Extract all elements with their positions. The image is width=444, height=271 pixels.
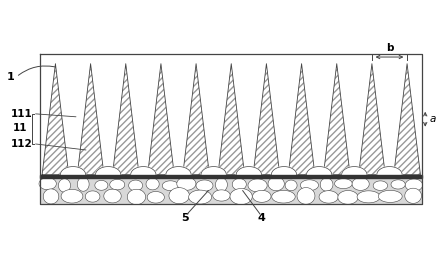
Polygon shape	[272, 191, 295, 203]
Polygon shape	[39, 178, 56, 190]
Polygon shape	[301, 180, 318, 191]
Polygon shape	[319, 191, 338, 203]
Polygon shape	[232, 179, 246, 190]
Polygon shape	[42, 64, 69, 175]
Polygon shape	[342, 167, 367, 175]
Polygon shape	[112, 64, 139, 175]
Polygon shape	[352, 178, 369, 190]
Polygon shape	[377, 167, 402, 175]
Polygon shape	[215, 178, 227, 192]
Text: 4: 4	[258, 213, 266, 223]
Polygon shape	[77, 177, 89, 191]
Polygon shape	[271, 167, 297, 175]
Polygon shape	[268, 177, 284, 191]
Polygon shape	[306, 167, 332, 175]
Polygon shape	[230, 189, 252, 205]
Polygon shape	[248, 179, 267, 192]
Polygon shape	[218, 64, 245, 175]
Polygon shape	[95, 180, 108, 190]
Polygon shape	[169, 188, 190, 204]
Polygon shape	[288, 64, 315, 175]
Polygon shape	[163, 181, 178, 191]
Polygon shape	[43, 189, 59, 204]
Polygon shape	[338, 191, 358, 204]
Text: b: b	[386, 43, 393, 53]
Text: 11: 11	[13, 123, 27, 133]
Polygon shape	[110, 179, 125, 190]
Polygon shape	[59, 179, 71, 192]
Text: 112: 112	[11, 139, 33, 149]
Text: 1: 1	[7, 72, 14, 82]
Polygon shape	[201, 167, 226, 175]
Polygon shape	[77, 64, 104, 175]
Polygon shape	[391, 180, 405, 189]
Polygon shape	[85, 191, 100, 202]
Polygon shape	[95, 167, 121, 175]
Polygon shape	[183, 64, 210, 175]
Polygon shape	[359, 64, 385, 175]
Polygon shape	[147, 192, 164, 203]
Polygon shape	[378, 190, 402, 202]
Polygon shape	[177, 177, 196, 190]
Polygon shape	[127, 189, 146, 205]
Polygon shape	[166, 167, 191, 175]
Text: a: a	[430, 114, 436, 124]
Polygon shape	[236, 167, 262, 175]
Polygon shape	[61, 189, 83, 203]
Text: 5: 5	[182, 213, 189, 223]
Text: 111: 111	[11, 109, 33, 119]
Polygon shape	[40, 175, 422, 178]
Polygon shape	[196, 180, 213, 191]
Polygon shape	[335, 179, 352, 189]
Polygon shape	[146, 178, 159, 190]
Polygon shape	[323, 64, 350, 175]
Polygon shape	[373, 181, 388, 191]
Polygon shape	[129, 180, 143, 191]
Polygon shape	[253, 64, 280, 175]
Polygon shape	[405, 188, 421, 203]
Polygon shape	[297, 188, 315, 204]
Polygon shape	[357, 191, 380, 203]
Polygon shape	[405, 179, 423, 191]
Polygon shape	[285, 180, 297, 191]
Polygon shape	[60, 167, 86, 175]
Polygon shape	[320, 178, 333, 191]
Polygon shape	[104, 189, 121, 203]
Polygon shape	[147, 64, 174, 175]
Polygon shape	[253, 190, 271, 202]
Polygon shape	[131, 167, 156, 175]
Polygon shape	[189, 190, 212, 204]
Polygon shape	[213, 190, 230, 201]
Polygon shape	[394, 64, 420, 175]
Polygon shape	[40, 178, 422, 204]
